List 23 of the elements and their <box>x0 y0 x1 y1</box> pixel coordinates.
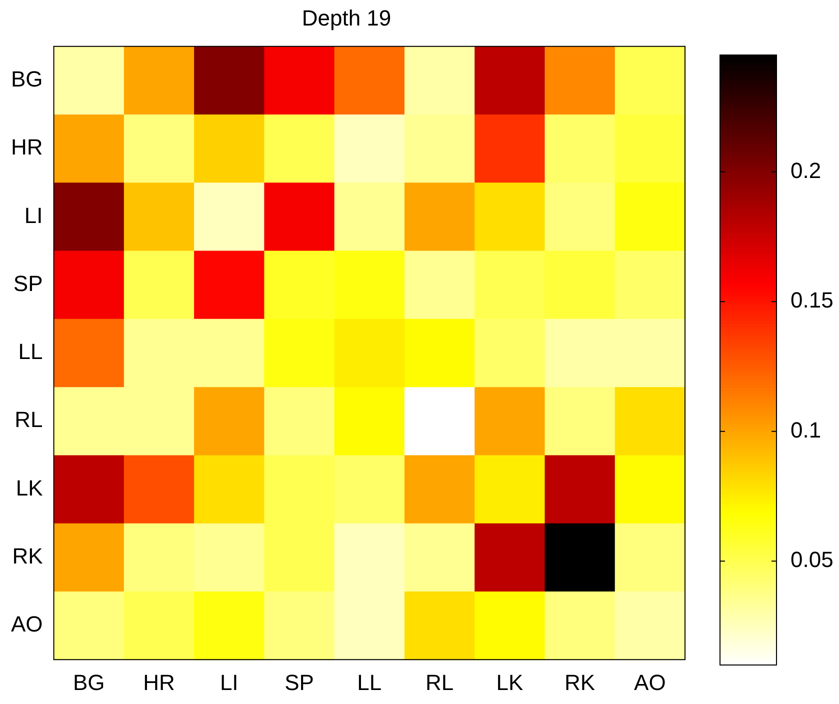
x-tick-label: RL <box>425 670 454 695</box>
y-tick-label: BG <box>10 66 43 92</box>
x-tick-label: SP <box>284 670 314 695</box>
x-tick-label: HR <box>143 670 175 695</box>
y-tick-label: LK <box>16 475 44 500</box>
y-tick-label: RK <box>12 543 44 568</box>
x-tick-label: RK <box>564 670 596 695</box>
y-tick-label: SP <box>13 270 43 296</box>
y-tick-label: RL <box>14 407 43 432</box>
y-tick-label: AO <box>10 612 43 637</box>
x-tick-label: LK <box>496 670 524 695</box>
color-bar-label: 0.05 <box>790 547 834 572</box>
x-tick-label: LI <box>220 670 238 695</box>
x-tick-label: LL <box>357 670 382 695</box>
y-tick-label: LL <box>18 339 43 364</box>
color-bar-label: 0.2 <box>790 158 822 183</box>
x-tick-label: BG <box>72 670 105 695</box>
color-bar-label: 0.1 <box>790 417 822 442</box>
chart-title: Depth 19 <box>302 5 392 30</box>
y-tick-label: LI <box>24 202 43 228</box>
x-tick-label: AO <box>634 670 666 695</box>
color-bar-label: 0.15 <box>790 288 834 313</box>
y-tick-label: HR <box>11 134 43 160</box>
